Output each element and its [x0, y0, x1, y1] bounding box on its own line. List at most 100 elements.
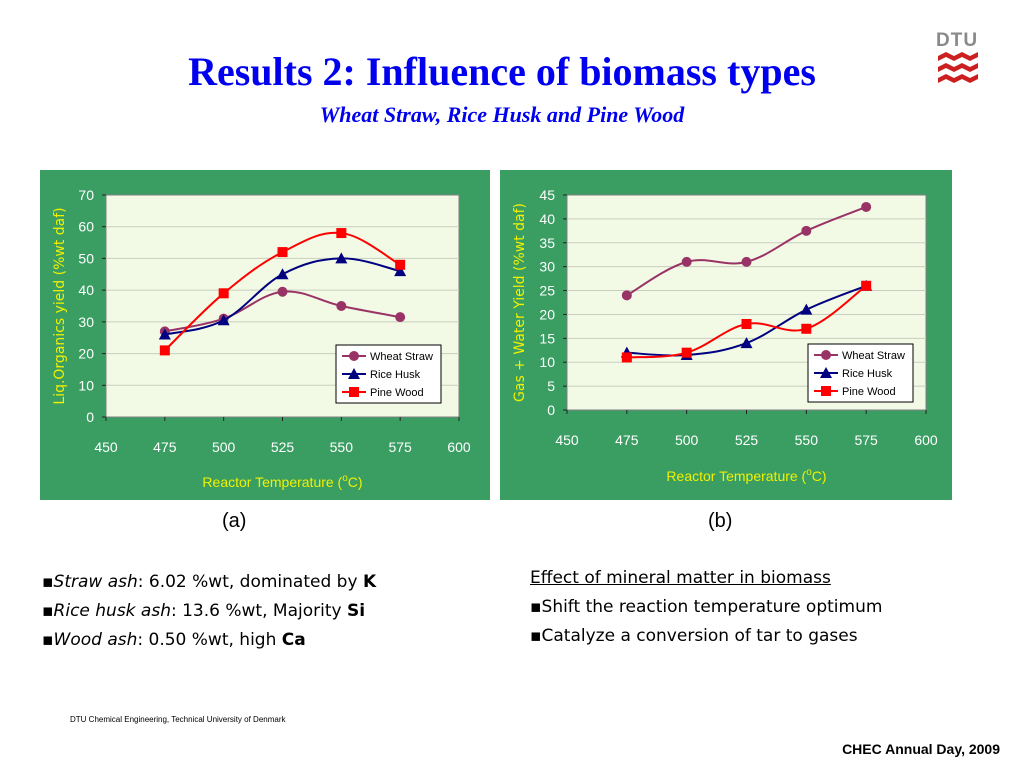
x-tick-label: 525 [735, 432, 759, 448]
legend-entry-label: Pine Wood [842, 386, 896, 398]
ash-name: Rice husk ash [53, 601, 171, 621]
list-item: ▪Straw ash: 6.02 %wt, dominated by K [42, 572, 377, 592]
y-tick-label: 40 [539, 211, 555, 227]
y-tick-label: 10 [78, 377, 94, 393]
legend-entry-label: Rice Husk [842, 368, 893, 380]
series-pine-wood [621, 280, 872, 363]
x-tick-label: 525 [271, 439, 295, 455]
data-point [800, 303, 813, 315]
chart-b-svg: 0 5 10 15 20 25 30 35 40 45 450 475 500 525 550 575 600 R… [500, 170, 952, 500]
element-symbol: Ca [281, 630, 306, 650]
legend-entry-label: Wheat Straw [842, 350, 905, 362]
data-point [336, 228, 347, 239]
panel-a-label: (a) [222, 510, 247, 532]
data-point [336, 301, 347, 311]
x-tick-label: 575 [388, 439, 412, 455]
mineral-effect-list: Effect of mineral matter in biomass ▪Shi… [530, 564, 882, 651]
data-point [277, 247, 288, 258]
legend-marker [821, 350, 831, 360]
y-tick-label: 30 [539, 259, 555, 275]
data-point [276, 268, 289, 280]
x-tick-label: 450 [555, 432, 579, 448]
list-item: ▪Catalyze a conversion of tar to gases [530, 626, 858, 646]
legend: Wheat Straw Rice Husk Pine Wood [335, 344, 442, 404]
data-point [395, 259, 406, 270]
dtu-logo: DTU [936, 30, 980, 94]
data-point [740, 337, 753, 349]
chart-b: 0 5 10 15 20 25 30 35 40 45 450 475 500 525 550 575 600 R… [500, 170, 952, 500]
y-tick-label: 25 [539, 283, 555, 299]
y-tick-label: 50 [78, 250, 94, 266]
data-point [621, 290, 632, 301]
ash-name: Wood ash [53, 630, 138, 650]
data-point [335, 252, 348, 264]
x-tick-label: 550 [330, 439, 354, 455]
slide-subtitle: Wheat Straw, Rice Husk and Pine Wood [319, 102, 685, 127]
data-point [217, 314, 230, 326]
x-tick-label: 500 [675, 432, 699, 448]
series-rice-husk [158, 252, 407, 340]
legend-entry-label: Rice Husk [370, 369, 421, 381]
data-point [159, 345, 170, 356]
y-tick-label: 70 [78, 187, 94, 203]
legend-marker [349, 387, 359, 397]
y-tick-label: 10 [539, 354, 555, 370]
y-axis-label: Gas + Water Yield (%wt daf) [512, 203, 528, 402]
y-tick-label: 30 [78, 314, 94, 330]
y-tick-label: 40 [78, 282, 94, 298]
y-tick-label: 0 [86, 409, 94, 425]
data-point [681, 347, 692, 358]
data-point [801, 323, 812, 334]
dtu-logo-mark-icon [938, 52, 978, 83]
x-tick-label: 500 [212, 439, 236, 455]
data-point [277, 286, 288, 297]
legend-marker [820, 367, 832, 378]
dtu-logo-text: DTU [936, 30, 979, 51]
y-tick-label: 35 [539, 235, 555, 251]
y-tick-label: 20 [78, 346, 94, 362]
series-wheat-straw [621, 201, 872, 301]
data-point [741, 256, 752, 267]
list-item: ▪Rice husk ash: 13.6 %wt, Majority Si [42, 601, 366, 621]
list-item: ▪Wood ash: 0.50 %wt, high Ca [42, 630, 306, 650]
y-tick-label: 20 [539, 306, 555, 322]
chart-a-svg: 0 10 20 30 40 50 60 70 450 475 500 525 550 575 600 Reac… [40, 170, 490, 500]
x-tick-label: 475 [615, 432, 639, 448]
legend-entry-label: Pine Wood [370, 387, 424, 399]
slide-title: Results 2: Influence of biomass types [188, 49, 816, 94]
data-point [801, 225, 812, 236]
legend-entry-label: Wheat Straw [370, 351, 433, 363]
y-tick-label: 0 [547, 402, 555, 418]
panel-b-label: (b) [708, 510, 733, 532]
series-pine-wood [159, 228, 406, 356]
x-tick-label: 550 [795, 432, 819, 448]
ash-name: Straw ash [53, 572, 138, 592]
data-point [861, 280, 872, 291]
legend: Wheat Straw Rice Husk Pine Wood [807, 343, 914, 403]
y-tick-label: 15 [539, 330, 555, 346]
x-tick-label: 575 [854, 432, 878, 448]
x-tick-label: 475 [153, 439, 177, 455]
x-tick-label: 600 [914, 432, 938, 448]
element-symbol: K [362, 572, 377, 592]
data-point [158, 328, 171, 340]
data-point [218, 288, 229, 299]
data-point [681, 256, 692, 267]
footer-institution: DTU Chemical Engineering, Technical Univ… [70, 715, 286, 724]
legend-marker [821, 386, 831, 396]
data-point [394, 265, 407, 277]
data-point [861, 201, 872, 212]
legend-marker [348, 368, 360, 379]
legend-marker [349, 351, 359, 361]
mineral-effect-heading: Effect of mineral matter in biomass [530, 568, 831, 588]
ash-composition-list: ▪Straw ash: 6.02 %wt, dominated by K ▪Ri… [42, 568, 376, 655]
footer-event: CHEC Annual Day, 2009 [842, 741, 1000, 757]
y-tick-label: 5 [547, 378, 555, 394]
y-tick-label: 45 [539, 187, 555, 203]
element-symbol: Si [346, 601, 366, 621]
data-point [395, 312, 406, 323]
x-axis-label: Reactor Temperature (oC) [666, 467, 826, 484]
chart-a: 0 10 20 30 40 50 60 70 450 475 500 525 550 575 600 Reac… [40, 170, 490, 500]
data-point [621, 352, 632, 363]
x-tick-label: 450 [94, 439, 118, 455]
